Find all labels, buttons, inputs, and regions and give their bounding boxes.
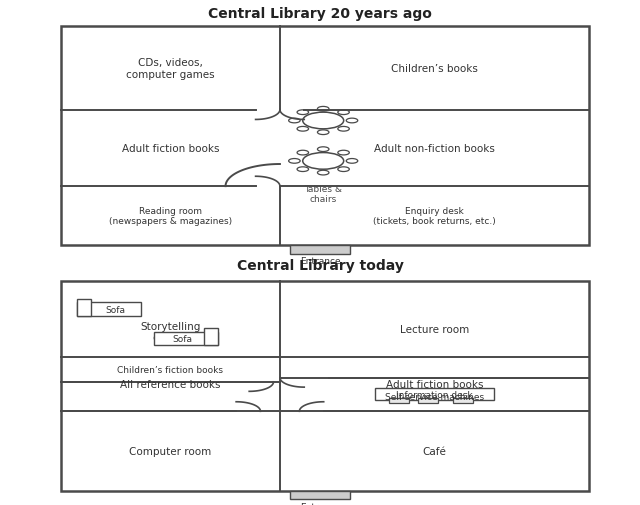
Bar — [204, 329, 218, 345]
Text: Entrance: Entrance — [300, 502, 340, 505]
Text: Children’s books: Children’s books — [391, 64, 478, 74]
Text: Entrance: Entrance — [300, 257, 340, 266]
Text: Sofa: Sofa — [172, 334, 193, 343]
Text: Storytelling
events: Storytelling events — [140, 321, 200, 342]
Text: CDs, videos,
computer games: CDs, videos, computer games — [126, 58, 214, 80]
Text: Central Library 20 years ago: Central Library 20 years ago — [208, 7, 432, 21]
Text: Café: Café — [422, 446, 446, 457]
Text: Reading room
(newspapers & magazines): Reading room (newspapers & magazines) — [109, 207, 232, 226]
Bar — [375, 389, 493, 400]
Text: Adult non-fiction books: Adult non-fiction books — [374, 143, 495, 154]
Bar — [418, 398, 438, 403]
Bar — [77, 302, 141, 316]
Text: Central Library today: Central Library today — [237, 259, 403, 273]
Text: Enquiry desk
(tickets, book returns, etc.): Enquiry desk (tickets, book returns, etc… — [373, 207, 496, 226]
Text: Adult fiction books: Adult fiction books — [122, 143, 219, 154]
Text: Children’s fiction books: Children’s fiction books — [117, 365, 223, 374]
Bar — [61, 281, 589, 491]
Text: Self-service machines: Self-service machines — [385, 392, 484, 401]
Bar — [61, 27, 589, 246]
Bar — [290, 491, 351, 499]
Bar — [77, 299, 91, 316]
Text: Tables &
chairs: Tables & chairs — [304, 184, 342, 204]
Bar — [389, 398, 410, 403]
Text: Information desk: Information desk — [396, 390, 473, 399]
Text: Lecture room: Lecture room — [400, 325, 469, 334]
Bar — [453, 398, 474, 403]
Text: Adult fiction books: Adult fiction books — [386, 380, 483, 389]
Text: Sofa: Sofa — [105, 305, 125, 314]
Text: All reference books: All reference books — [120, 379, 221, 389]
Text: Computer room: Computer room — [129, 446, 211, 457]
Bar — [154, 332, 218, 345]
Bar — [290, 246, 351, 254]
